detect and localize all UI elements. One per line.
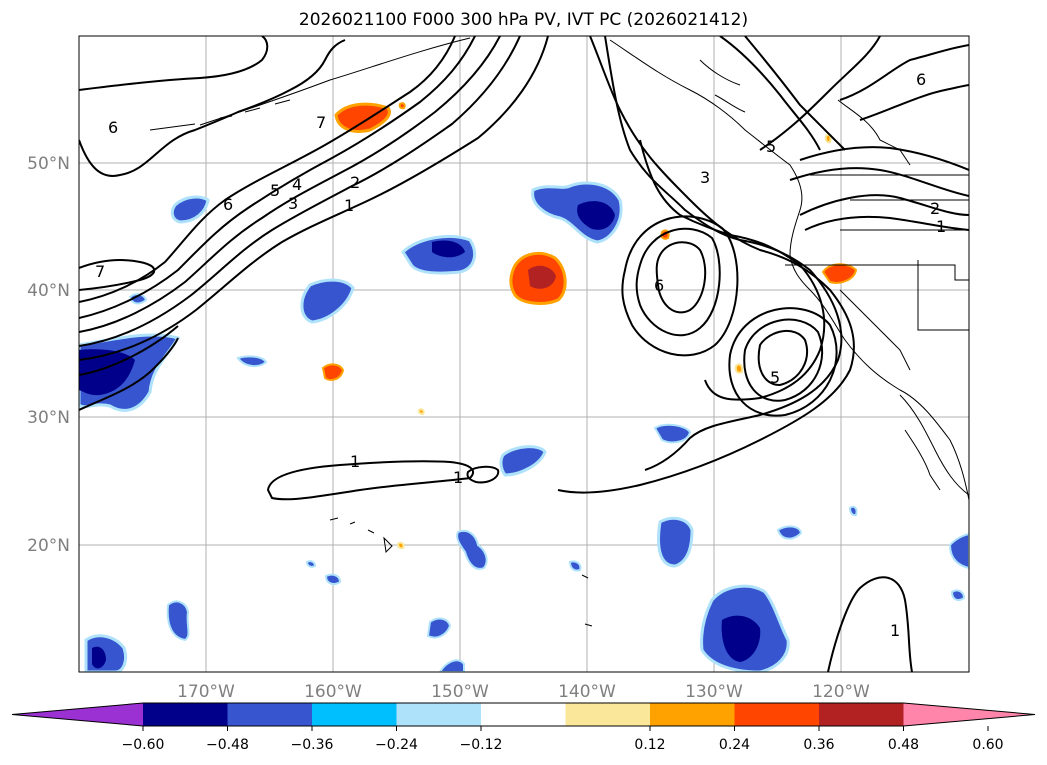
contour-label: 1	[344, 196, 354, 215]
contour-label: 1	[350, 452, 360, 471]
colorbar-tick-label: −0.36	[291, 737, 334, 753]
colorbar-segment	[565, 703, 651, 726]
contour-label: 1	[936, 217, 946, 236]
colorbar-tick-label: 0.36	[803, 737, 834, 753]
lon-label: 150°W	[431, 682, 489, 702]
contour-label: 2	[350, 173, 360, 192]
colorbar-extend-low	[12, 703, 143, 726]
contour-label: 5	[270, 181, 280, 200]
lon-label: 140°W	[558, 682, 616, 702]
colorbar-segment	[312, 703, 397, 726]
contour-label: 1	[453, 468, 463, 487]
lon-label: 170°W	[177, 682, 235, 702]
contour-label: 4	[292, 175, 302, 194]
colorbar-tick-label: 0.12	[634, 737, 665, 753]
colorbar-extend-high	[903, 703, 1035, 726]
coastlines	[149, 37, 969, 627]
colorbar-tick-label: −0.12	[460, 737, 503, 753]
colorbar-tick-label: 0.48	[888, 737, 919, 753]
longitude-labels: 170°W 160°W 150°W 140°W 130°W 120°W	[177, 682, 870, 702]
colorbar-tick-label: −0.48	[206, 737, 249, 753]
ivt-contours	[79, 36, 969, 672]
colorbar-tick-label: 0.60	[972, 737, 1003, 753]
lat-label: 50°N	[27, 154, 70, 174]
lat-label: 20°N	[27, 536, 70, 556]
colorbar-tick-label: −0.24	[375, 737, 418, 753]
lat-label: 30°N	[27, 408, 70, 428]
colorbar-segment	[481, 703, 566, 726]
colorbar-segment	[734, 703, 820, 726]
map-title: 2026021100 F000 300 hPa PV, IVT PC (2026…	[298, 10, 749, 30]
lat-label: 40°N	[27, 281, 70, 301]
colorbar-tick-label: 0.24	[719, 737, 750, 753]
contour-label: 5	[770, 368, 780, 387]
lon-label: 130°W	[685, 682, 743, 702]
colorbar-segment	[650, 703, 735, 726]
contour-label: 6	[916, 70, 926, 89]
colorbar-segment	[396, 703, 482, 726]
contour-label: 6	[223, 195, 233, 214]
colorbar-segment	[227, 703, 313, 726]
contour-label: 5	[766, 137, 776, 156]
colorbar: −0.60 −0.48 −0.36 −0.24 −0.12 0.12 0.24 0.36 0.4…	[11, 702, 1036, 753]
positive-pv-anomalies	[321, 102, 858, 550]
negative-pv-anomalies	[79, 181, 969, 672]
contour-label: 6	[108, 118, 118, 137]
lon-label: 120°W	[812, 682, 870, 702]
map-panel	[79, 36, 969, 672]
colorbar-tick-label: −0.60	[122, 737, 165, 753]
contour-label: 6	[654, 276, 664, 295]
contour-label: 3	[288, 194, 298, 213]
contour-labels: 6 7 5 4 3 2 1 7 1 1 6 3 5 2 1 5 6 1 6	[95, 70, 946, 640]
latitude-labels: 50°N 40°N 30°N 20°N	[27, 154, 70, 556]
colorbar-segment	[819, 703, 904, 726]
colorbar-segment	[143, 703, 228, 726]
map-frame	[78, 35, 970, 673]
contour-label: 7	[95, 262, 105, 281]
contour-label: 1	[890, 621, 900, 640]
contour-label: 2	[930, 199, 940, 218]
contour-label: 3	[700, 168, 710, 187]
lon-label: 160°W	[304, 682, 362, 702]
contour-label: 7	[316, 113, 326, 132]
